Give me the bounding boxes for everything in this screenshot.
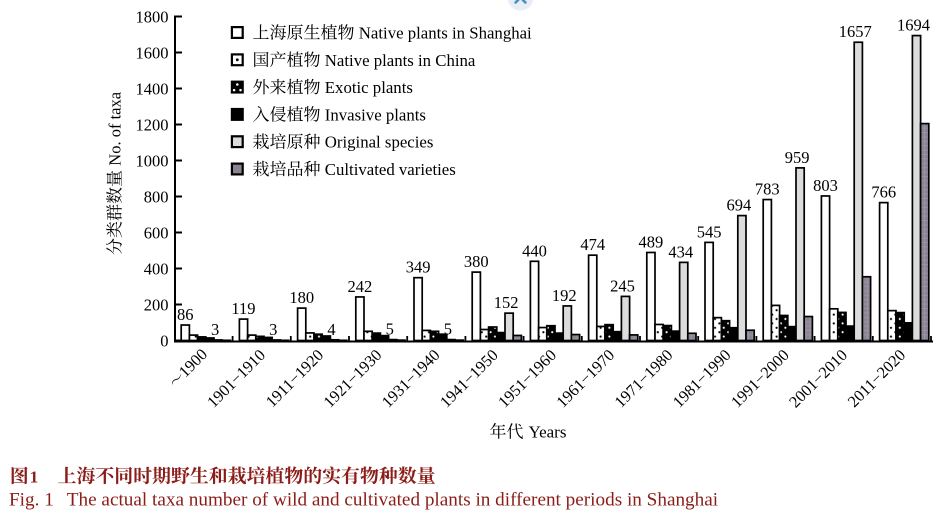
svg-text:3: 3 bbox=[269, 320, 277, 339]
svg-text:783: 783 bbox=[755, 180, 780, 199]
svg-text:192: 192 bbox=[552, 286, 577, 305]
svg-text:4: 4 bbox=[327, 320, 335, 339]
svg-text:1400: 1400 bbox=[136, 79, 169, 98]
svg-text:Native plants in Shanghai: Native plants in Shanghai bbox=[359, 24, 532, 43]
svg-text:1800: 1800 bbox=[136, 7, 169, 26]
svg-text:489: 489 bbox=[639, 233, 664, 252]
svg-text:No. of taxa: No. of taxa bbox=[106, 91, 125, 165]
svg-text:803: 803 bbox=[813, 176, 838, 195]
svg-text:1200: 1200 bbox=[136, 115, 169, 134]
svg-text:3: 3 bbox=[211, 320, 219, 339]
svg-text:5: 5 bbox=[386, 320, 394, 339]
svg-text:434: 434 bbox=[668, 242, 693, 261]
svg-text:Years: Years bbox=[529, 423, 567, 442]
svg-text:1657: 1657 bbox=[839, 22, 872, 41]
svg-text:86: 86 bbox=[177, 305, 194, 324]
svg-text:959: 959 bbox=[785, 148, 810, 167]
svg-text:766: 766 bbox=[871, 183, 896, 202]
svg-text:Invasive plants: Invasive plants bbox=[325, 105, 426, 124]
svg-text:Cultivated varieties: Cultivated varieties bbox=[325, 160, 456, 179]
svg-text:245: 245 bbox=[610, 276, 635, 295]
svg-text:800: 800 bbox=[144, 187, 169, 206]
svg-text:152: 152 bbox=[494, 293, 519, 312]
svg-text:400: 400 bbox=[144, 259, 169, 278]
svg-text:545: 545 bbox=[697, 222, 722, 241]
svg-text:380: 380 bbox=[464, 252, 489, 271]
svg-text:600: 600 bbox=[144, 223, 169, 242]
svg-text:119: 119 bbox=[231, 299, 255, 318]
svg-text:694: 694 bbox=[727, 196, 752, 215]
svg-text:Original species: Original species bbox=[325, 133, 434, 152]
svg-text:Native plants in China: Native plants in China bbox=[325, 51, 476, 70]
svg-text:200: 200 bbox=[144, 295, 169, 314]
svg-text:1: 1 bbox=[30, 468, 39, 487]
svg-text:1600: 1600 bbox=[136, 43, 169, 62]
svg-text:474: 474 bbox=[580, 235, 605, 254]
svg-text:0: 0 bbox=[160, 331, 168, 350]
svg-text:440: 440 bbox=[522, 241, 547, 260]
svg-text:349: 349 bbox=[406, 258, 431, 277]
svg-text:242: 242 bbox=[348, 277, 373, 296]
svg-text:1694: 1694 bbox=[897, 16, 930, 35]
svg-text:180: 180 bbox=[289, 288, 314, 307]
svg-text:Exotic plants: Exotic plants bbox=[325, 78, 413, 97]
svg-text:1000: 1000 bbox=[136, 151, 169, 170]
svg-text:5: 5 bbox=[444, 320, 452, 339]
